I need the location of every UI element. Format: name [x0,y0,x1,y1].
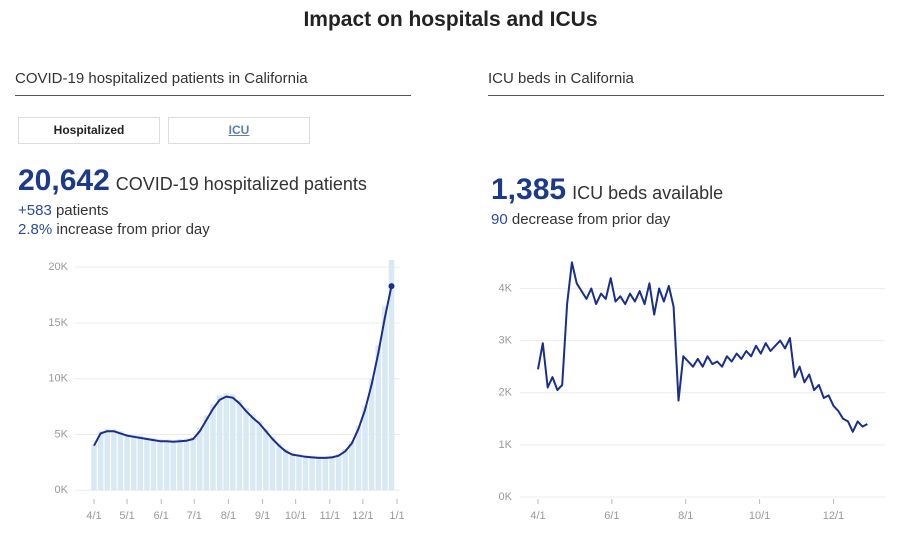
change-label: decrease from prior day [511,211,671,228]
x-tick-label: 10/1 [285,510,306,522]
stat-value: 1,385 [491,173,567,206]
bar [362,405,368,491]
line [93,285,393,459]
bar [309,455,315,491]
bar [388,259,395,491]
x-tick-label: 10/1 [749,510,770,522]
stat-value: 20,642 [18,164,110,197]
x-tick-label: 6/1 [154,510,169,522]
y-tick-label: 0K [499,491,513,503]
bar [315,456,322,491]
bar [382,306,388,491]
pct-row: 2.8% increase from prior day [18,221,210,238]
bar [243,407,249,491]
y-tick-label: 0K [55,484,69,496]
x-tick-label: 4/1 [86,510,101,522]
bar [375,345,382,491]
bar [263,428,269,491]
y-tick-label: 4K [499,282,513,294]
x-tick-label: 8/1 [678,510,693,522]
y-tick-label: 1K [499,439,513,451]
panel-heading: COVID-19 hospitalized patients in Califo… [15,70,411,96]
change-label: patients [55,202,109,219]
stat-label: COVID-19 hospitalized patients [115,174,367,194]
bar [349,441,355,491]
bar [124,433,130,491]
bar [256,421,263,491]
bar [97,431,104,491]
bar [183,438,190,491]
pct-label: increase from prior day [56,221,210,238]
change-row: +583 patients [18,202,109,219]
bar [276,443,282,491]
bar [289,452,296,491]
stat-label: ICU beds available [572,183,724,203]
bar [203,415,210,491]
tab[interactable]: ICU [168,117,310,144]
x-tick-label: 12/1 [352,510,373,522]
y-tick-label: 20K [48,261,68,273]
y-tick-label: 5K [55,428,69,440]
bar [111,429,117,491]
bar [177,438,183,491]
y-tick-label: 15K [48,317,68,329]
tab[interactable]: Hospitalized [18,117,160,144]
bar [302,455,309,491]
x-tick-label: 1/1 [389,510,404,522]
bar [355,425,362,491]
page-title: Impact on hospitals and ICUs [303,8,598,31]
bar [144,437,150,491]
line [537,261,868,433]
pct-value: 2.8% [18,221,53,238]
change-value: 90 [491,211,508,228]
change-row: 90 decrease from prior day [491,211,670,228]
x-tick-label: 11/1 [319,510,340,522]
y-tick-label: 3K [499,335,513,347]
bar [163,439,170,491]
bar [117,431,124,491]
bar [368,378,375,491]
bar [329,455,335,491]
x-tick-label: 4/1 [530,510,545,522]
last-point [388,283,395,290]
x-tick-label: 12/1 [823,510,844,522]
bar [190,436,196,491]
bar [91,444,97,491]
bar [269,436,276,491]
bar [296,454,302,491]
bar [223,393,229,491]
stat-row: 1,385 ICU beds available [491,173,723,207]
stat-row: 20,642 COVID-19 hospitalized patients [18,164,367,198]
bar [130,434,137,491]
bar [249,414,256,491]
bar [137,435,144,491]
bar [210,404,216,491]
bar [322,456,329,491]
bar [230,394,236,491]
bar [342,449,348,491]
x-tick-label: 9/1 [255,510,270,522]
bar [104,428,110,491]
bar [216,395,223,491]
bar [236,399,243,491]
y-tick-label: 2K [499,387,513,399]
bar [150,437,157,491]
x-tick-label: 6/1 [604,510,619,522]
x-tick-label: 8/1 [221,510,236,522]
bar [170,440,177,491]
bar [157,438,163,491]
change-value: +583 [18,202,52,219]
bar [282,449,289,491]
x-tick-label: 5/1 [119,510,134,522]
bar [196,427,203,491]
panel-heading: ICU beds in California [488,70,884,96]
x-tick-label: 7/1 [187,510,202,522]
y-tick-label: 10K [48,373,68,385]
bar [335,454,342,491]
